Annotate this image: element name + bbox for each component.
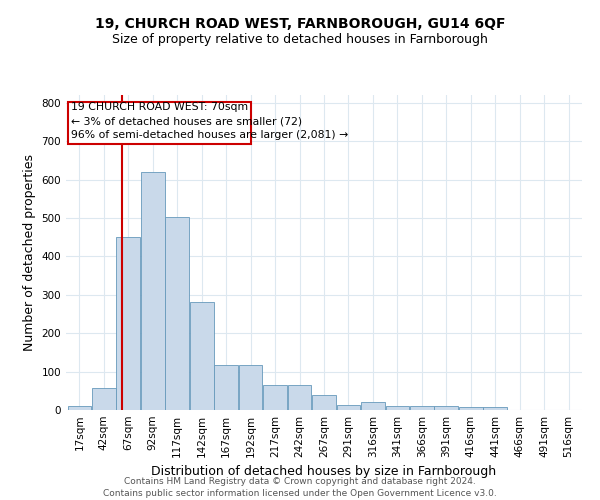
Bar: [214, 365, 238, 410]
Bar: [410, 406, 434, 410]
Text: 19, CHURCH ROAD WEST, FARNBOROUGH, GU14 6QF: 19, CHURCH ROAD WEST, FARNBOROUGH, GU14 …: [95, 18, 505, 32]
Text: Contains HM Land Registry data © Crown copyright and database right 2024.
Contai: Contains HM Land Registry data © Crown c…: [103, 476, 497, 498]
Bar: [190, 302, 214, 410]
Bar: [166, 217, 189, 410]
Bar: [68, 406, 91, 410]
Bar: [434, 406, 458, 410]
X-axis label: Distribution of detached houses by size in Farnborough: Distribution of detached houses by size …: [151, 466, 497, 478]
Bar: [141, 172, 164, 410]
Bar: [459, 407, 482, 410]
Bar: [386, 406, 409, 410]
Bar: [116, 237, 140, 410]
Text: 19 CHURCH ROAD WEST: 70sqm
← 3% of detached houses are smaller (72)
96% of semi-: 19 CHURCH ROAD WEST: 70sqm ← 3% of detac…: [71, 102, 349, 140]
Bar: [312, 396, 336, 410]
Text: Size of property relative to detached houses in Farnborough: Size of property relative to detached ho…: [112, 32, 488, 46]
Bar: [92, 388, 116, 410]
Bar: [239, 365, 262, 410]
Bar: [337, 406, 361, 410]
Y-axis label: Number of detached properties: Number of detached properties: [23, 154, 36, 351]
Bar: [287, 385, 311, 410]
Bar: [484, 407, 507, 410]
Bar: [361, 402, 385, 410]
Bar: [68, 102, 251, 144]
Bar: [263, 385, 287, 410]
